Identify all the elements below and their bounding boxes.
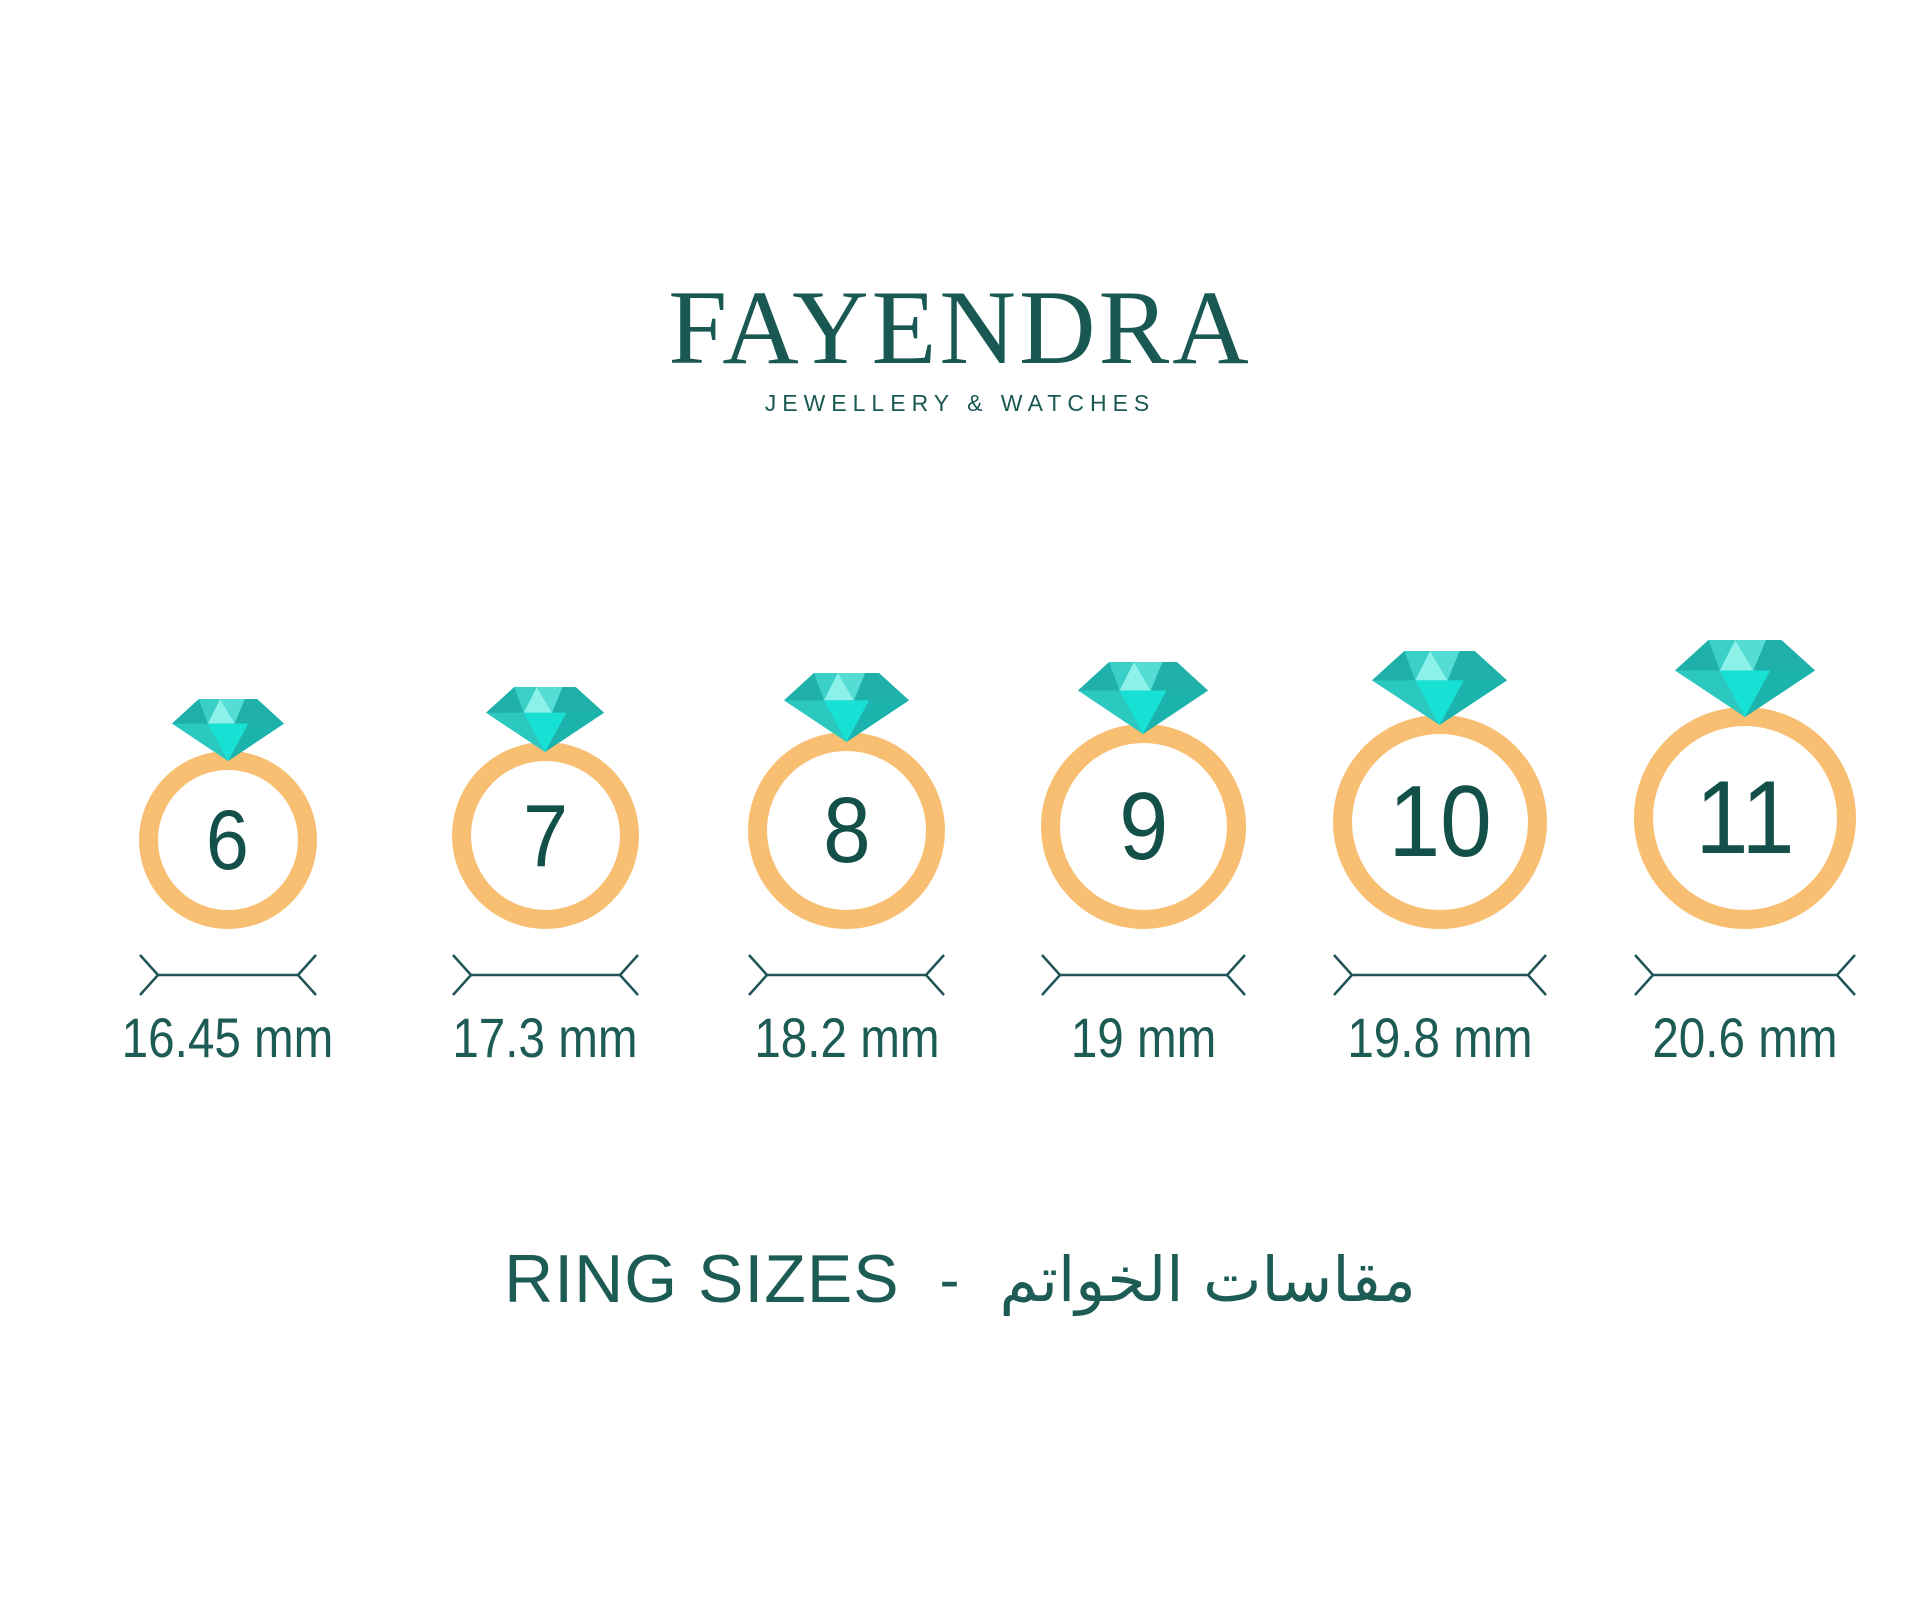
- ring-item: 6 16.45 mm: [103, 699, 352, 1066]
- ring-band: 8: [748, 732, 946, 929]
- diameter-label: 18.2 mm: [754, 1006, 940, 1069]
- ring-item: 10 19.8 mm: [1331, 651, 1549, 1066]
- ring-size-number: 6: [206, 793, 250, 887]
- diameter-arrow-icon: [451, 954, 639, 996]
- ring-size-number: 7: [522, 785, 568, 885]
- diameter-arrow-icon: [748, 954, 946, 996]
- ring-item: 7 17.3 mm: [436, 687, 654, 1066]
- ring-size-number: 9: [1118, 772, 1168, 880]
- ring-band: 11: [1633, 707, 1856, 929]
- rings-row: 6 16.45 mm 7 17.3 mm: [0, 640, 1920, 1066]
- diameter-arrow-icon: [1332, 954, 1547, 996]
- caption-title-ar: مقاسات الخواتم: [999, 1242, 1416, 1316]
- ring-item: 9 19 mm: [1040, 662, 1247, 1066]
- brand-header: FAYENDRA JEWELLERY & WATCHES: [0, 272, 1920, 417]
- caption-title-en: RING SIZES: [504, 1241, 900, 1317]
- brand-tagline: JEWELLERY & WATCHES: [764, 390, 1156, 417]
- diameter-label: 19.8 mm: [1347, 1006, 1533, 1069]
- ring-band: 10: [1332, 715, 1547, 929]
- ring-size-number: 8: [823, 778, 871, 882]
- ring-size-number: 10: [1388, 765, 1492, 878]
- diameter-arrow-icon: [1040, 954, 1246, 996]
- diameter-label: 16.45 mm: [121, 1006, 334, 1069]
- diameter-arrow-icon: [1633, 954, 1856, 996]
- diamond-icon: [784, 673, 910, 742]
- ring-band: 9: [1040, 724, 1246, 929]
- diamond-icon: [1674, 640, 1815, 717]
- diameter-label: 19 mm: [1070, 1006, 1217, 1069]
- ring-band: 7: [451, 742, 639, 929]
- diamond-icon: [486, 687, 605, 752]
- diameter-label: 17.3 mm: [452, 1006, 638, 1069]
- diameter-arrow-icon: [138, 954, 317, 996]
- diamond-icon: [171, 699, 284, 761]
- diamond-icon: [1078, 662, 1209, 734]
- caption: RING SIZES - مقاسات الخواتم: [0, 1240, 1920, 1318]
- brand-logo: FAYENDRA: [668, 269, 1252, 386]
- ring-item: 11 20.6 mm: [1633, 640, 1857, 1066]
- diameter-label: 20.6 mm: [1652, 1006, 1838, 1069]
- caption-separator: -: [939, 1245, 960, 1313]
- ring-band: 6: [138, 751, 317, 929]
- ring-size-number: 11: [1695, 760, 1795, 876]
- diamond-icon: [1372, 651, 1508, 725]
- ring-item: 8 18.2 mm: [738, 673, 956, 1066]
